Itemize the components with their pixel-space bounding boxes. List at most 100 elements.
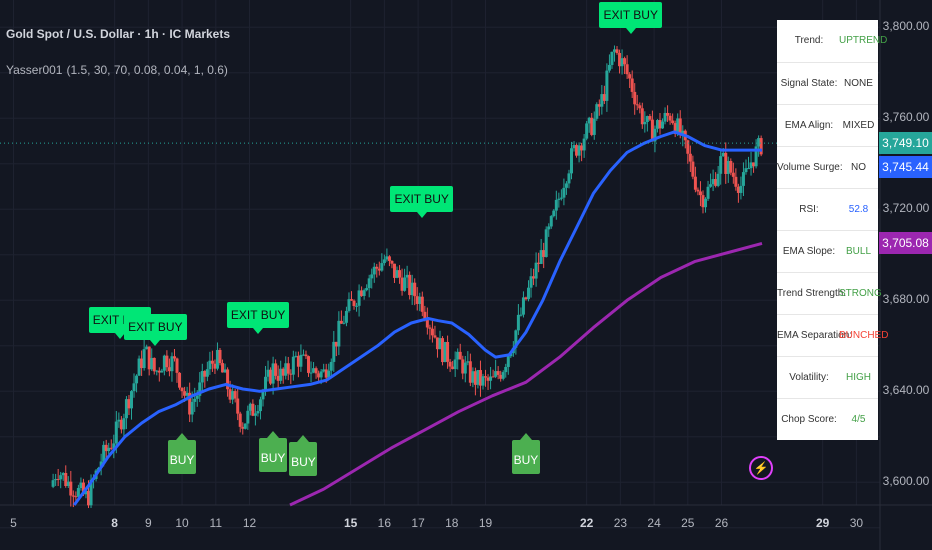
- candle-body: [107, 447, 111, 452]
- candle-body: [132, 383, 136, 392]
- candle-body: [339, 320, 343, 324]
- candle-body: [342, 322, 346, 324]
- last-price-badge: 3,745.44: [879, 156, 932, 179]
- panel-value: NO: [851, 162, 866, 173]
- candle-body: [236, 398, 240, 414]
- indicator-legend[interactable]: Yasser001 (1.5, 30, 70, 0.08, 0.04, 1, 0.…: [6, 63, 228, 77]
- candle-body: [405, 274, 409, 278]
- candle-body: [410, 282, 414, 296]
- candle-body: [155, 370, 159, 372]
- candle-body: [605, 70, 609, 101]
- candle-body: [398, 270, 402, 278]
- candle-body: [178, 372, 182, 388]
- candle-body: [309, 372, 313, 374]
- candle-body: [160, 370, 164, 373]
- candle-body: [218, 349, 222, 364]
- panel-row-chop-score: Chop Score: 4/5: [777, 398, 878, 441]
- candle-body: [324, 369, 328, 378]
- candle-body: [441, 338, 445, 363]
- candle-body: [610, 51, 614, 65]
- candle-body: [81, 482, 85, 495]
- candle-body: [655, 120, 659, 129]
- candle-body: [572, 145, 576, 149]
- time-tick-label: 10: [175, 516, 189, 530]
- time-tick-label: 26: [714, 516, 729, 530]
- candle-body: [711, 179, 715, 185]
- candle-body: [446, 342, 450, 362]
- candle-body: [476, 370, 480, 385]
- candle-body: [499, 374, 503, 379]
- candle-body: [597, 104, 601, 107]
- candle-body: [433, 335, 437, 338]
- candle-body: [377, 268, 381, 271]
- candle-body: [458, 351, 462, 360]
- candle-body: [668, 115, 672, 121]
- candle-body: [494, 371, 498, 377]
- panel-value: MIXED: [842, 120, 875, 131]
- candle-body: [532, 276, 536, 279]
- candle-body: [585, 123, 589, 139]
- candle-body: [119, 419, 123, 430]
- candle-body: [693, 176, 697, 190]
- candle-body: [747, 168, 751, 170]
- panel-row-signal-state: Signal State: NONE: [777, 62, 878, 105]
- lightning-icon[interactable]: ⚡: [749, 456, 773, 480]
- candle-body: [661, 121, 665, 129]
- panel-row-ema-align: EMA Align: MIXED: [777, 104, 878, 147]
- candle-body: [360, 290, 364, 296]
- time-tick-label: 12: [242, 516, 257, 530]
- candle-body: [362, 290, 366, 296]
- panel-value: 4/5: [851, 414, 866, 425]
- candle-body: [704, 198, 708, 208]
- panel-label: EMA Separation:: [777, 330, 853, 341]
- candle-body: [269, 369, 273, 384]
- candle-body: [271, 363, 275, 384]
- candle-body: [724, 152, 728, 174]
- candle-body: [466, 361, 470, 363]
- candle-body: [701, 195, 705, 208]
- candle-body: [443, 342, 447, 363]
- candle-body: [56, 478, 60, 480]
- chart-title: Gold Spot / U.S. Dollar · 1h · IC Market…: [6, 27, 231, 41]
- candle-body: [615, 49, 619, 54]
- panel-row-trend-strength: Trend Strength: STRONG: [777, 272, 882, 315]
- candle-body: [332, 341, 336, 362]
- candle-body: [152, 357, 156, 372]
- time-tick-label: 19: [478, 516, 493, 530]
- candle-body: [233, 391, 237, 399]
- candle-body: [486, 377, 490, 381]
- time-tick-label: 16: [377, 516, 392, 530]
- candle-body: [491, 376, 495, 378]
- candle-body: [357, 290, 361, 306]
- candle-body: [726, 160, 730, 174]
- panel-value: UPTREND: [839, 35, 888, 46]
- panel-label: RSI:: [799, 204, 819, 215]
- exit-buy-signal: EXIT BUY: [226, 302, 290, 335]
- panel-value: BULL: [845, 246, 871, 257]
- candle-body: [734, 176, 738, 187]
- time-tick-label: 25: [681, 516, 695, 530]
- candle-body: [375, 266, 379, 269]
- candle-body: [142, 349, 146, 369]
- candle-body: [423, 311, 427, 319]
- candle-body: [650, 119, 654, 142]
- candle-body: [317, 373, 321, 378]
- panel-value: BUNCHED: [839, 330, 889, 341]
- candle-body: [415, 296, 419, 304]
- time-tick-label: 17: [411, 516, 425, 530]
- candle-body: [719, 156, 723, 174]
- candle-body: [575, 145, 579, 156]
- candle-body: [367, 278, 371, 289]
- candle-body: [633, 91, 637, 105]
- candle-body: [706, 186, 710, 199]
- panel-value: 52.8: [848, 204, 869, 215]
- candle-body: [304, 354, 308, 357]
- candle-body: [754, 146, 758, 167]
- price-tick-label: 3,640.00: [882, 383, 930, 398]
- candle-body: [210, 360, 214, 364]
- candle-body: [274, 363, 278, 376]
- candle-body: [183, 391, 187, 396]
- candle-body: [504, 366, 508, 373]
- candle-body: [150, 357, 154, 370]
